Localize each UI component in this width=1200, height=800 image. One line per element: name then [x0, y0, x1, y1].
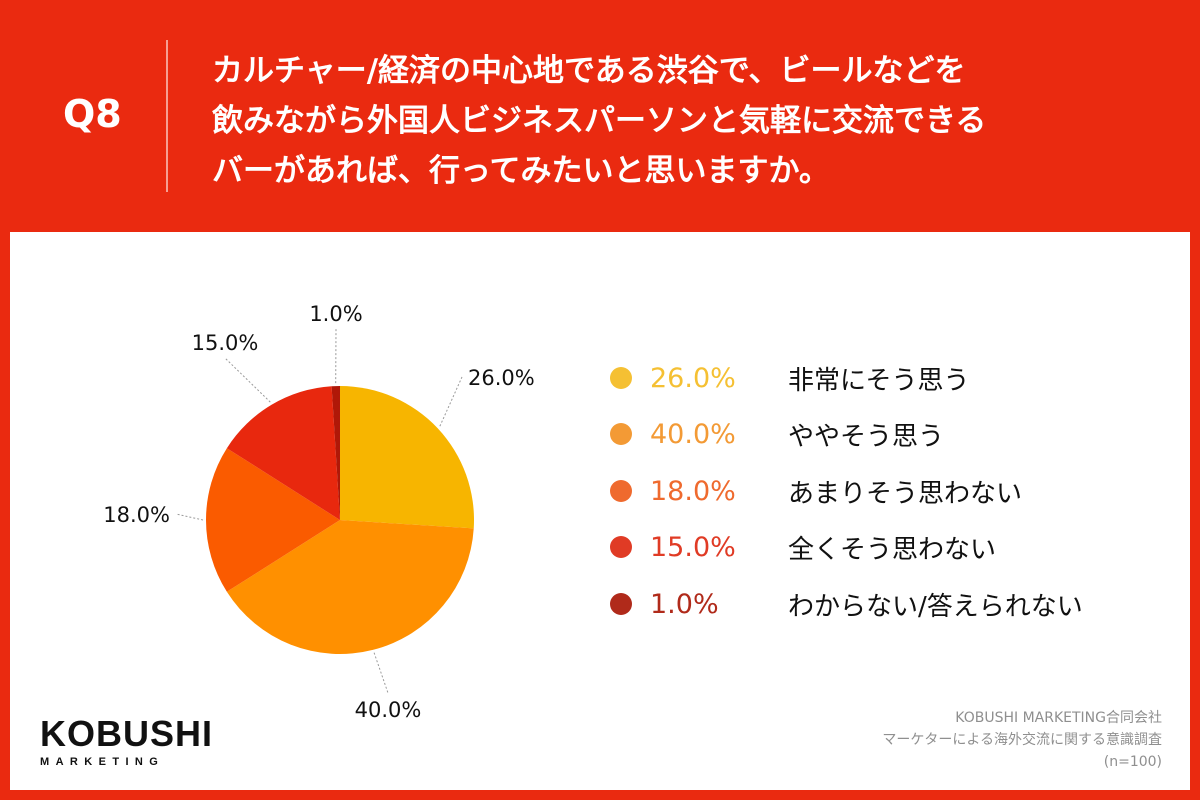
credit-line: マーケターによる海外交流に関する意識調査 [882, 732, 1162, 748]
slice-value-label: 1.0% [309, 302, 362, 326]
pie-slice [226, 386, 340, 520]
question-line: 飲みながら外国人ビジネスパーソンと気軽に交流できる [212, 103, 987, 139]
pie-slice [226, 520, 474, 655]
question-number: Q8 [63, 92, 122, 136]
legend-label: あまりそう思わない [788, 478, 1023, 509]
header-divider [166, 40, 168, 192]
source-credit: KOBUSHI MARKETING合同会社 マーケターによる海外交流に関する意識… [882, 707, 1162, 773]
slice-value-label: 18.0% [103, 503, 170, 527]
leader-line [224, 357, 271, 403]
leader-line [175, 513, 204, 521]
legend-label: 全くそう思わない [788, 534, 997, 565]
pie-slice [206, 448, 340, 592]
legend-item: 26.0% 非常にそう思う [610, 358, 969, 398]
slice-value-label: 15.0% [192, 331, 259, 355]
legend-percent: 40.0% [650, 418, 736, 450]
leader-line [439, 376, 463, 427]
question-line: バーがあれば、行ってみたいと思いますか。 [212, 153, 830, 189]
legend-item: 1.0% わからない/答えられない [610, 584, 1083, 624]
legend-label: わからない/答えられない [788, 591, 1083, 622]
credit-line: (n=100) [1103, 754, 1162, 770]
legend-item: 18.0% あまりそう思わない [610, 471, 1022, 511]
question-text: カルチャー/経済の中心地である渋谷で、ビールなどを 飲みながら外国人ビジネスパー… [212, 46, 1172, 196]
pie-slice [340, 386, 475, 529]
slice-value-label: 26.0% [468, 366, 535, 390]
legend-label: 非常にそう思う [788, 365, 970, 396]
legend-percent: 18.0% [650, 475, 736, 507]
leader-line [373, 652, 389, 694]
legend-swatch [610, 423, 632, 445]
logo-wordmark: KOBUSHI [40, 713, 214, 754]
chart-panel: 26.0% 40.0% 18.0% 15.0% 1.0% 26.0% 非常にそう思う 4… [10, 232, 1190, 790]
kobushi-logo: KOBUSHI MARKETING [40, 713, 214, 769]
pie-slice [331, 386, 340, 520]
legend-percent: 15.0% [650, 531, 736, 563]
legend-percent: 26.0% [650, 362, 736, 394]
slice-value-label: 40.0% [355, 698, 422, 722]
legend-percent: 1.0% [650, 588, 719, 620]
pie-chart: 26.0% 40.0% 18.0% 15.0% 1.0% [103, 302, 535, 722]
legend-swatch [610, 367, 632, 389]
credit-line: KOBUSHI MARKETING合同会社 [955, 710, 1162, 726]
header-banner: Q8 カルチャー/経済の中心地である渋谷で、ビールなどを 飲みながら外国人ビジネ… [0, 0, 1200, 232]
legend-swatch [610, 536, 632, 558]
legend-item: 40.0% ややそう思う [610, 414, 944, 454]
legend-swatch [610, 593, 632, 615]
legend-item: 15.0% 全くそう思わない [610, 527, 996, 567]
legend-swatch [610, 480, 632, 502]
question-line: カルチャー/経済の中心地である渋谷で、ビールなどを [212, 53, 966, 89]
legend-label: ややそう思う [788, 421, 945, 452]
logo-subtext: MARKETING [40, 756, 165, 768]
